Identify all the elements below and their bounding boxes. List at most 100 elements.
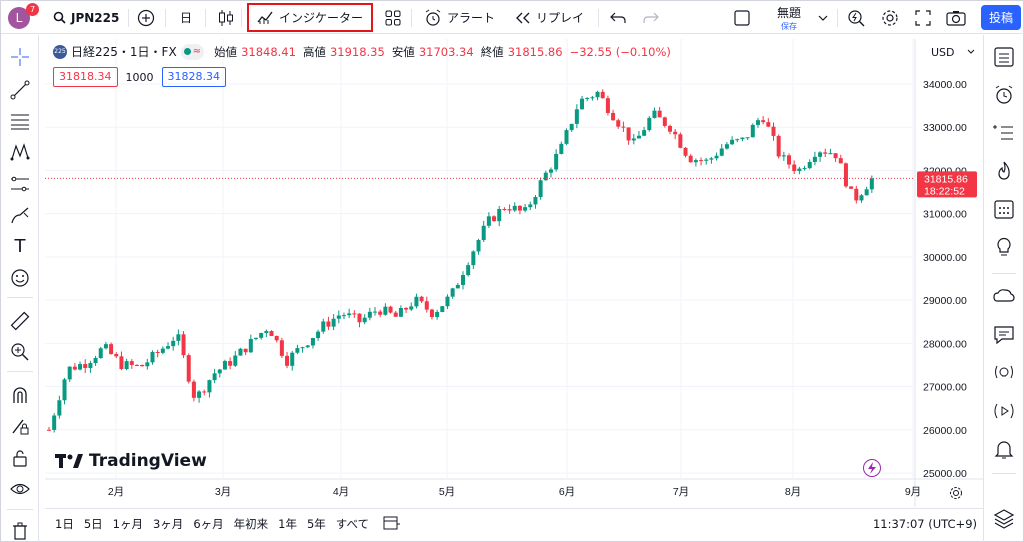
undo-button[interactable]: [610, 1, 626, 34]
delete-tool[interactable]: [8, 519, 32, 542]
candle-body: [693, 160, 698, 163]
settings-button[interactable]: [881, 1, 899, 34]
ideas-button[interactable]: [992, 235, 1016, 259]
range-button[interactable]: 1日: [55, 516, 74, 531]
watchlist-button[interactable]: [992, 45, 1016, 69]
candle-body: [435, 311, 440, 318]
clock[interactable]: 11:37:07 (UTC+9): [872, 516, 977, 531]
legend-title[interactable]: 日経225・1日・FX: [71, 45, 177, 59]
layout-status: 保存: [781, 22, 797, 31]
ruler-tool[interactable]: [8, 309, 32, 333]
candle-body: [512, 205, 517, 211]
range-button[interactable]: 3ヶ月: [152, 516, 184, 531]
high-label: 高値: [302, 44, 326, 59]
countdown-label: 18:22:52: [924, 185, 965, 197]
candle-body: [186, 355, 191, 382]
calendar-button[interactable]: [992, 197, 1016, 221]
user-avatar[interactable]: L: [8, 7, 30, 29]
community-button[interactable]: [992, 285, 1016, 309]
range-button[interactable]: 年初来: [233, 516, 269, 531]
zoom-tool[interactable]: [8, 340, 32, 364]
quick-trade: 31818.34 1000 31828.34: [53, 67, 226, 87]
text-tool[interactable]: T: [8, 234, 32, 258]
visibility-tool[interactable]: [8, 477, 32, 501]
horizontal-lines-icon: [11, 114, 29, 130]
brush-tool[interactable]: [8, 203, 32, 227]
redo-button[interactable]: [643, 1, 659, 34]
alerts-panel-button[interactable]: [992, 83, 1016, 107]
candle-body: [264, 331, 269, 334]
replay-button[interactable]: リプレイ: [515, 1, 584, 34]
range-button[interactable]: 6ヶ月: [193, 516, 224, 531]
trendline-tool[interactable]: [8, 78, 32, 102]
indicators-button[interactable]: インジケーター: [247, 3, 374, 32]
tradingview-logo: TradingView: [55, 451, 207, 471]
candle-body: [72, 366, 77, 370]
fib-tool[interactable]: [8, 109, 32, 133]
time-tick: 7月: [673, 486, 689, 498]
time-tick: 3月: [215, 486, 231, 498]
candle-body: [843, 163, 848, 187]
range-button[interactable]: 1ヶ月: [112, 516, 143, 531]
candle-body: [678, 134, 683, 148]
forecast-tool[interactable]: [8, 172, 32, 196]
candle-body: [569, 123, 574, 131]
compare-button[interactable]: [137, 1, 155, 34]
chat-button[interactable]: [992, 323, 1016, 347]
lightbulb-icon: [997, 238, 1011, 256]
market-status-pill[interactable]: ≈: [180, 43, 205, 60]
range-button[interactable]: 5年: [306, 516, 326, 531]
object-tree-button[interactable]: [992, 121, 1016, 145]
chart-type-button[interactable]: [218, 1, 234, 34]
symbol-search[interactable]: JPN225: [53, 1, 119, 34]
candle-body: [316, 331, 321, 339]
range-button[interactable]: 1年: [278, 516, 297, 531]
quick-search-button[interactable]: [847, 1, 865, 34]
price-chart[interactable]: 34000.0033000.0032000.0031000.0030000.00…: [45, 39, 983, 507]
date-range-button[interactable]: [383, 514, 401, 533]
crosshair-tool[interactable]: [8, 45, 32, 69]
events-badge[interactable]: [863, 459, 881, 477]
interval-label: 日: [180, 11, 193, 25]
currency-select[interactable]: USD: [926, 42, 980, 62]
audio-button[interactable]: [992, 399, 1016, 423]
candle-body: [869, 178, 874, 190]
candle-body: [424, 301, 429, 310]
templates-button[interactable]: [385, 1, 401, 34]
range-button[interactable]: 5日: [83, 516, 103, 531]
candle-body: [507, 209, 512, 211]
axis-settings-button[interactable]: [949, 485, 963, 504]
alert-label: アラート: [447, 11, 496, 25]
streams-button[interactable]: [992, 361, 1016, 385]
alert-button[interactable]: アラート: [424, 1, 495, 34]
layout-name[interactable]: 無題 保存: [770, 4, 808, 32]
candle-body: [517, 205, 522, 211]
candle-body: [580, 98, 585, 110]
lock-drawing-tool[interactable]: [8, 414, 32, 438]
snapshot-button[interactable]: [946, 1, 966, 34]
post-button[interactable]: 投稿: [981, 5, 1021, 30]
watermark-text: TradingView: [89, 451, 207, 471]
open-label: 始値: [214, 44, 238, 59]
tv-logo-icon: [55, 454, 83, 468]
pattern-tool[interactable]: [8, 140, 32, 164]
candle-body: [533, 197, 538, 205]
sell-button[interactable]: 31818.34: [53, 67, 118, 87]
buy-button[interactable]: 31828.34: [161, 67, 226, 87]
notifications-button[interactable]: [992, 437, 1016, 461]
lock-tool[interactable]: [8, 446, 32, 470]
layers-button[interactable]: [992, 507, 1016, 531]
emoji-tool[interactable]: [8, 266, 32, 290]
layout-toggle[interactable]: [733, 1, 751, 34]
layout-menu-button[interactable]: [818, 1, 828, 34]
brush-icon: [11, 207, 29, 224]
range-button[interactable]: すべて: [335, 516, 370, 531]
candle-body: [243, 348, 248, 353]
candle-body: [838, 158, 843, 164]
hotlist-button[interactable]: [992, 159, 1016, 183]
low-value: 31703.34: [418, 44, 474, 59]
fullscreen-button[interactable]: [915, 1, 931, 34]
magnet-tool[interactable]: [8, 383, 32, 407]
gear-icon: [950, 487, 962, 499]
interval-button[interactable]: 日: [180, 1, 192, 34]
